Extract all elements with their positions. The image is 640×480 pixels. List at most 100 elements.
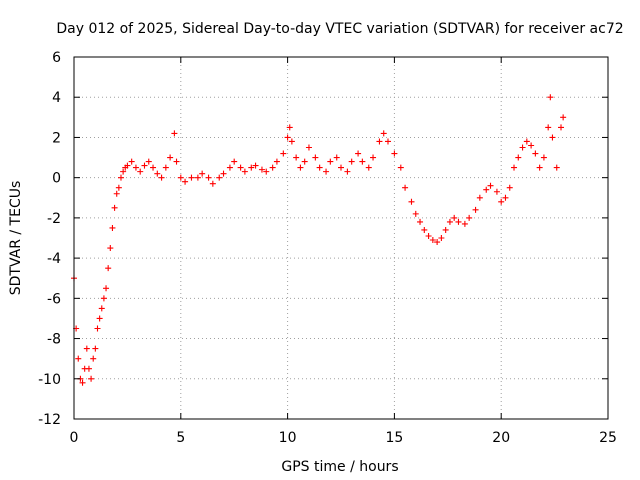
data-point bbox=[536, 164, 543, 171]
data-point bbox=[466, 214, 473, 221]
data-point bbox=[188, 174, 195, 181]
data-point bbox=[348, 158, 355, 165]
x-tick-label: 0 bbox=[70, 430, 79, 446]
data-point bbox=[209, 180, 216, 187]
data-point bbox=[237, 164, 244, 171]
data-point bbox=[316, 164, 323, 171]
data-point bbox=[182, 178, 189, 185]
data-point bbox=[269, 164, 276, 171]
data-point bbox=[284, 134, 291, 141]
data-point bbox=[231, 158, 238, 165]
data-point bbox=[549, 134, 556, 141]
data-point bbox=[83, 345, 90, 352]
data-point bbox=[199, 170, 206, 177]
data-point bbox=[384, 138, 391, 145]
data-point bbox=[167, 154, 174, 161]
data-point bbox=[113, 190, 120, 197]
data-point bbox=[511, 164, 518, 171]
y-tick-label: 0 bbox=[52, 171, 61, 187]
data-point bbox=[220, 170, 227, 177]
data-point bbox=[248, 164, 255, 171]
data-point bbox=[111, 204, 118, 211]
data-point bbox=[273, 158, 280, 165]
x-axis-label: GPS time / hours bbox=[281, 459, 398, 475]
data-point bbox=[327, 158, 334, 165]
data-point bbox=[540, 154, 547, 161]
y-tick-label: 6 bbox=[52, 50, 61, 66]
data-point bbox=[446, 218, 453, 225]
x-tick-label: 20 bbox=[492, 430, 510, 446]
data-point bbox=[117, 174, 124, 181]
data-point bbox=[472, 206, 479, 213]
y-tick-label: -8 bbox=[47, 332, 61, 348]
data-point bbox=[94, 325, 101, 332]
data-point bbox=[376, 138, 383, 145]
data-point bbox=[397, 164, 404, 171]
data-point bbox=[92, 345, 99, 352]
data-point bbox=[412, 210, 419, 217]
data-point bbox=[333, 154, 340, 161]
data-point bbox=[145, 158, 152, 165]
y-tick-label: -10 bbox=[38, 372, 61, 388]
data-point bbox=[85, 365, 92, 372]
data-point bbox=[150, 164, 157, 171]
data-point bbox=[141, 162, 148, 169]
y-axis-label: SDTVAR / TECUs bbox=[8, 181, 24, 296]
data-point bbox=[391, 150, 398, 157]
data-point bbox=[258, 166, 265, 173]
data-point bbox=[434, 239, 441, 246]
data-point bbox=[455, 218, 462, 225]
x-tick-label: 5 bbox=[176, 430, 185, 446]
data-point bbox=[493, 188, 500, 195]
data-point bbox=[100, 295, 107, 302]
data-point bbox=[88, 375, 95, 382]
data-point bbox=[162, 164, 169, 171]
data-point bbox=[515, 154, 522, 161]
data-point bbox=[355, 150, 362, 157]
data-point bbox=[263, 168, 270, 175]
data-point bbox=[120, 168, 127, 175]
data-point bbox=[365, 164, 372, 171]
data-point bbox=[461, 220, 468, 227]
data-point bbox=[301, 158, 308, 165]
data-point bbox=[451, 214, 458, 221]
data-point bbox=[286, 124, 293, 131]
data-point bbox=[487, 182, 494, 189]
data-point bbox=[438, 235, 445, 241]
data-point bbox=[90, 355, 97, 362]
data-point bbox=[177, 174, 184, 181]
y-tick-label: -2 bbox=[47, 211, 61, 227]
y-tick-label: -6 bbox=[47, 291, 61, 307]
data-point bbox=[173, 158, 180, 165]
data-point bbox=[312, 154, 319, 161]
x-tick-label: 25 bbox=[599, 430, 617, 446]
grid bbox=[74, 57, 608, 419]
data-point bbox=[280, 150, 287, 157]
data-point bbox=[205, 174, 212, 181]
data-point bbox=[96, 315, 103, 322]
data-point bbox=[216, 174, 223, 181]
data-point bbox=[370, 154, 377, 161]
data-point bbox=[132, 164, 139, 171]
x-tick-label: 10 bbox=[279, 430, 297, 446]
data-point bbox=[124, 162, 131, 169]
data-point bbox=[528, 142, 535, 149]
y-tick-label: 4 bbox=[52, 90, 61, 106]
data-point bbox=[194, 174, 201, 181]
data-points bbox=[71, 94, 567, 386]
data-point bbox=[105, 265, 112, 272]
data-point bbox=[171, 130, 178, 137]
data-point bbox=[137, 168, 144, 175]
data-point bbox=[107, 245, 114, 252]
data-point bbox=[154, 170, 161, 177]
data-point bbox=[519, 144, 526, 151]
data-point bbox=[252, 162, 259, 169]
data-point bbox=[115, 184, 122, 191]
y-tick-labels: -12 -10 -8 -6 -4 -2 0 2 4 6 bbox=[38, 50, 61, 428]
data-point bbox=[305, 144, 312, 151]
x-tick-labels: 0 5 10 15 20 25 bbox=[70, 430, 617, 446]
data-point bbox=[506, 184, 513, 191]
data-point bbox=[103, 285, 110, 292]
data-point bbox=[523, 138, 530, 145]
data-point bbox=[288, 138, 295, 145]
